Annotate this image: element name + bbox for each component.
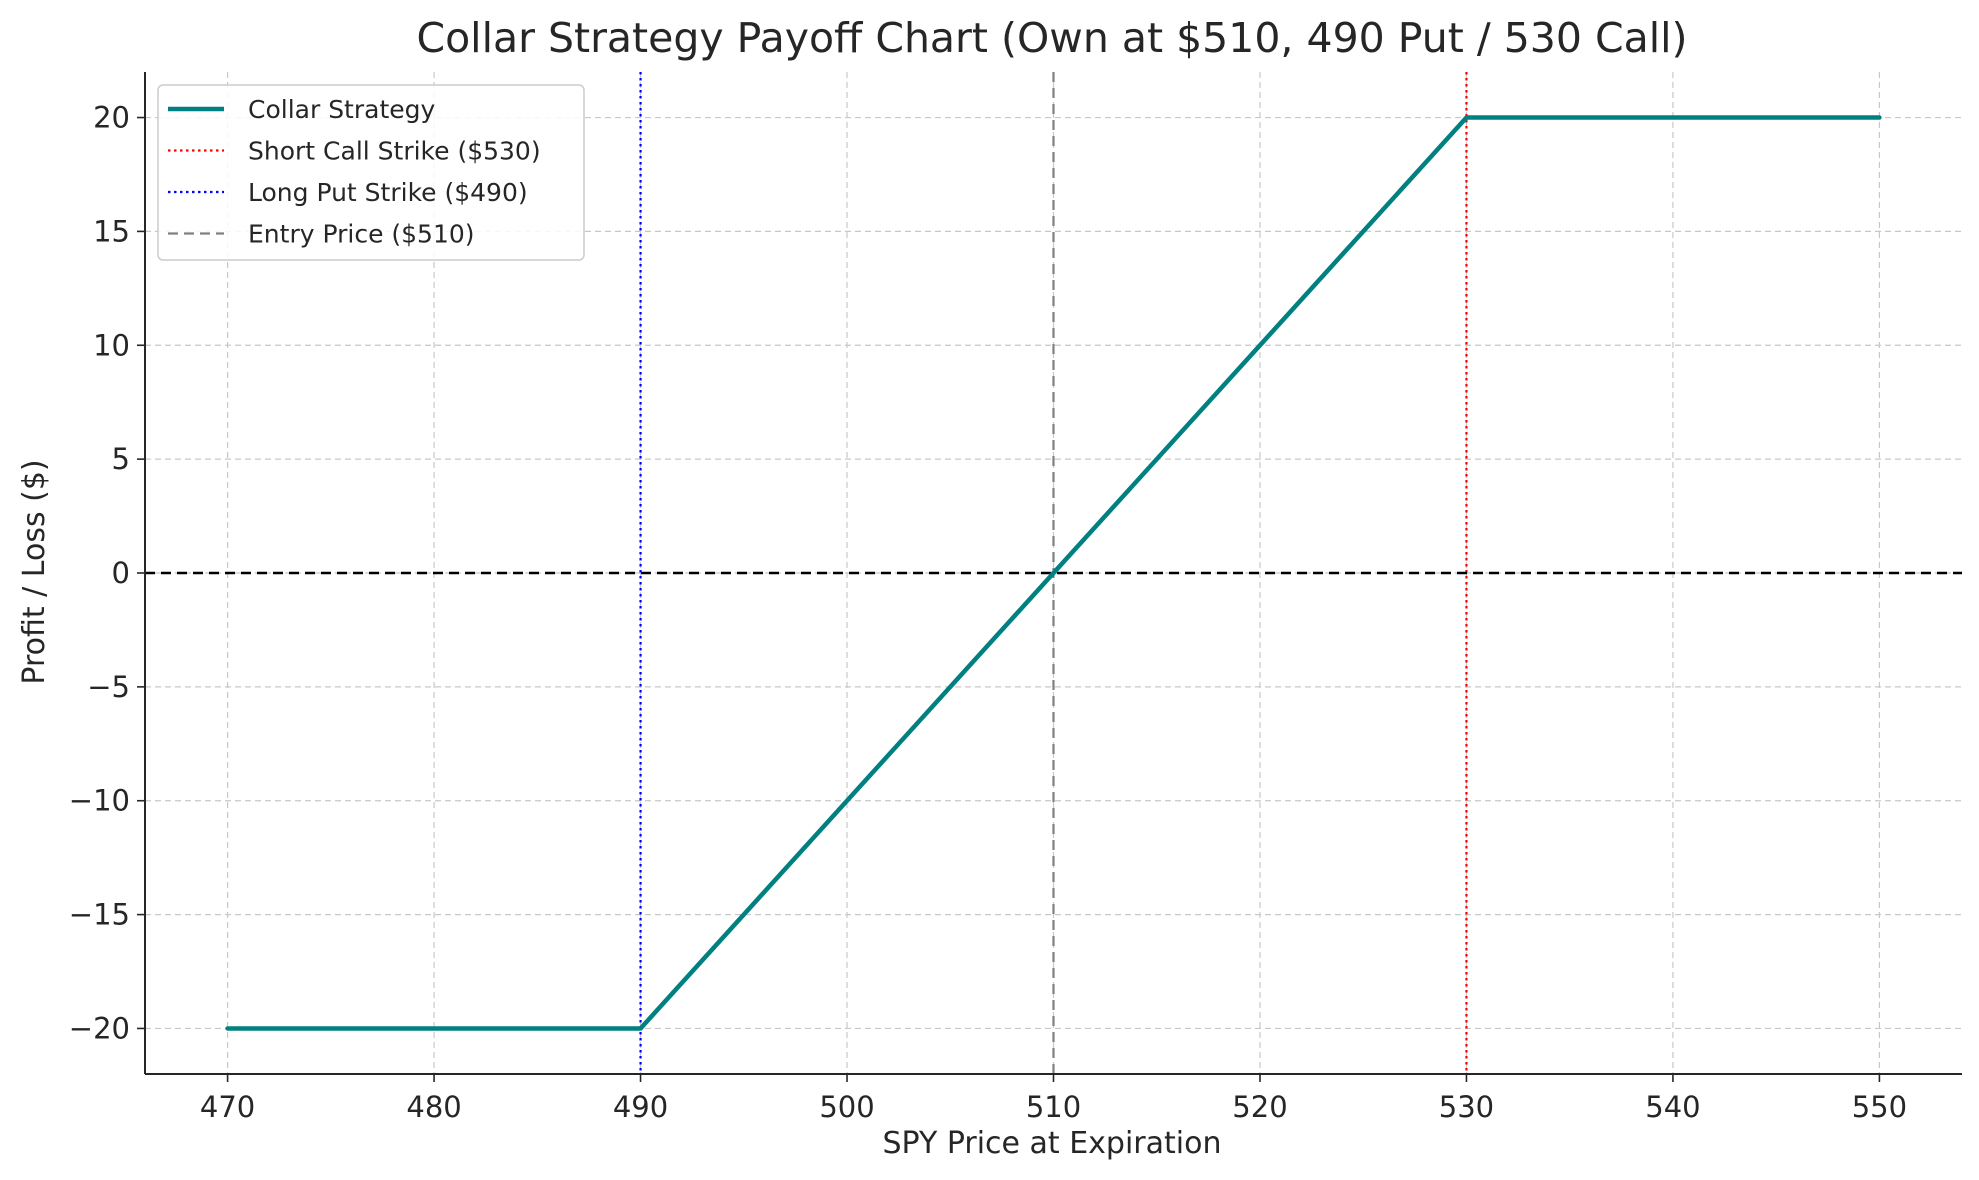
x-tick-label: 490: [613, 1090, 668, 1124]
y-tick-label: −20: [69, 1011, 130, 1045]
x-tick-label: 510: [1026, 1090, 1081, 1124]
y-axis-label: Profit / Loss ($): [17, 459, 52, 684]
y-tick-label: 20: [93, 101, 130, 135]
chart-title: Collar Strategy Payoff Chart (Own at $51…: [416, 14, 1687, 62]
x-axis-label: SPY Price at Expiration: [882, 1126, 1221, 1161]
x-tick-label: 470: [200, 1090, 255, 1124]
x-tick-label: 480: [406, 1090, 461, 1124]
series-layer: [225, 115, 1882, 1031]
y-tick-label: −15: [69, 898, 130, 932]
legend: Collar Strategy Short Call Strike ($530) L…: [157, 84, 585, 261]
x-tick-label: 530: [1439, 1090, 1494, 1124]
y-tick-label: 5: [112, 442, 130, 476]
series-line-collar-strategy: [225, 115, 1882, 1031]
legend-label: Collar Strategy: [248, 95, 436, 124]
legend-frame: [157, 84, 585, 261]
x-tick-label: 500: [819, 1090, 874, 1124]
x-tick-label: 550: [1852, 1090, 1907, 1124]
tick-labels: 470 480 490 500 510 520 530 540 550−20−15−10−505…: [69, 101, 1907, 1124]
x-tick-label: 520: [1232, 1090, 1287, 1124]
y-tick-label: 0: [112, 556, 130, 590]
y-tick-label: −10: [69, 784, 130, 818]
legend-label: Entry Price ($510): [248, 220, 475, 249]
y-tick-label: 15: [93, 214, 130, 248]
y-tick-label: 10: [93, 328, 130, 362]
legend-label: Short Call Strike ($530): [248, 137, 541, 166]
y-tick-label: −5: [87, 670, 130, 704]
x-tick-label: 540: [1645, 1090, 1700, 1124]
legend-label: Long Put Strike ($490): [248, 178, 528, 207]
